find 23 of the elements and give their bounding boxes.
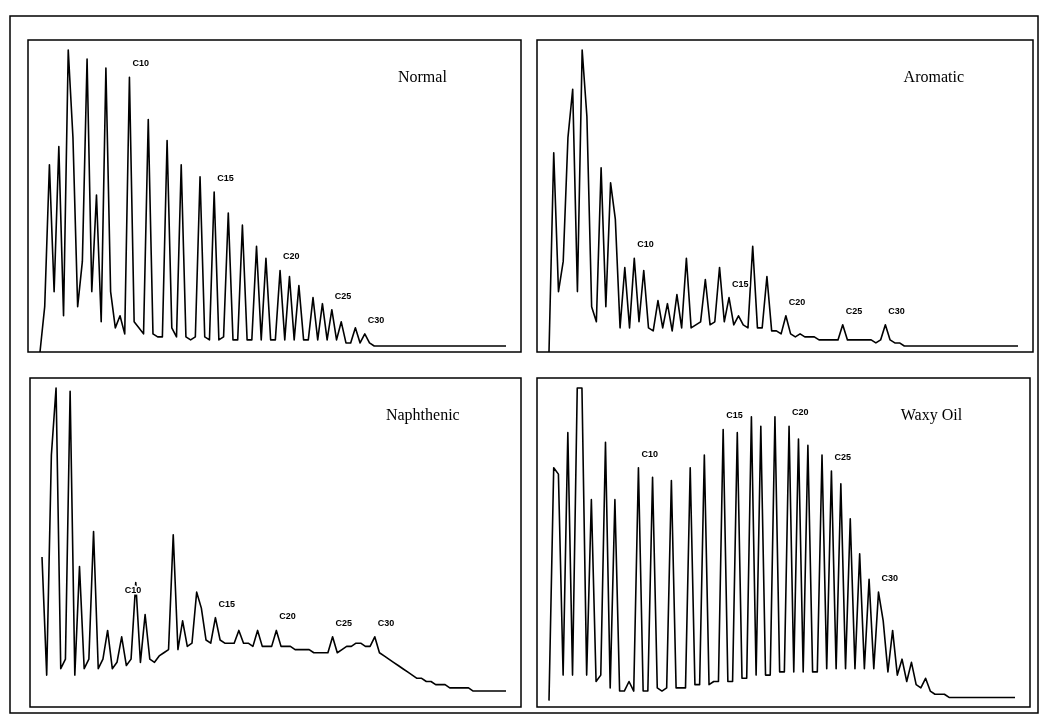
annotation: C30 (367, 314, 385, 325)
text: Waxy Oil (900, 406, 963, 424)
annotation: C15 (726, 410, 743, 421)
annotation: C25 (834, 451, 851, 462)
annotation: C20 (788, 296, 806, 307)
annotation: C30 (881, 573, 899, 584)
text: Aromatic (903, 68, 965, 85)
annotation: C20 (283, 251, 300, 262)
text: Naphthenic (385, 406, 460, 424)
annotation: C15 (217, 172, 234, 183)
annotation: C15 (218, 598, 235, 609)
annotation: C15 (732, 278, 749, 289)
annotation: C20 (279, 611, 296, 622)
annotation: C10 (132, 58, 149, 69)
text: Normal (397, 68, 448, 85)
annotation: C30 (888, 305, 905, 316)
annotation: C20 (792, 407, 809, 418)
annotation: C10 (641, 448, 658, 459)
annotation: C30 (377, 617, 395, 628)
annotation: C25 (334, 290, 352, 301)
annotation: C25 (335, 617, 353, 628)
annotation: C10 (637, 239, 654, 250)
annotation: C25 (845, 305, 863, 316)
